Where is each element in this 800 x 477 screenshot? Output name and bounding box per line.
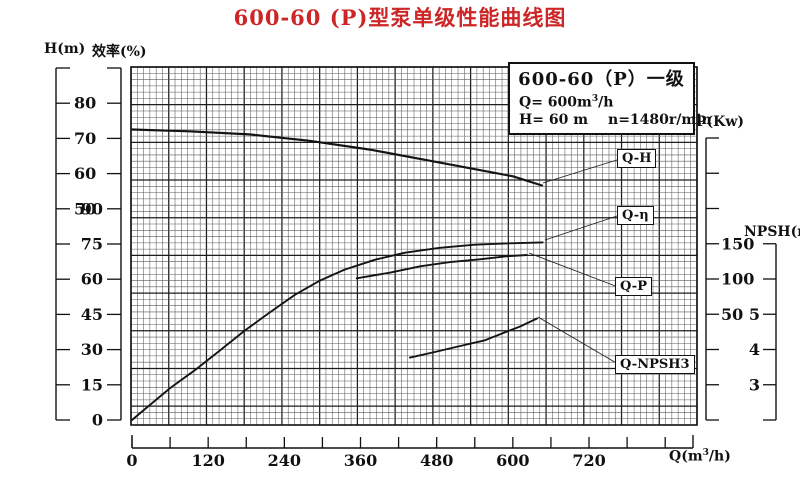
efficiency-axis-tick-label: 90: [81, 199, 103, 218]
q-axis-tick-label: 0: [126, 451, 137, 470]
leader-line: [537, 316, 619, 365]
q-axis-tick-label: 360: [344, 451, 377, 470]
efficiency-axis-tick-label: 60: [81, 270, 103, 289]
curve-label-q-h: Q-H: [617, 149, 657, 168]
curve-q-h: [130, 128, 544, 187]
power-axis-tick-label: 100: [721, 270, 754, 289]
efficiency-axis-tick-label: 15: [81, 375, 103, 394]
flow-axis-title: Q(m3/h): [669, 448, 731, 465]
power-axis-title: P(Kw): [696, 114, 744, 130]
legend-head-speed: H= 60 m n=1480r/min: [519, 111, 712, 128]
leader-line: [542, 158, 621, 184]
h-axis-title: H(m): [44, 41, 86, 57]
legend-box: 600-60（P）一级 Q= 600m3/h H= 60 m n=1480r/mi…: [508, 62, 712, 135]
legend-model: 600-60（P）一级: [518, 69, 685, 90]
npsh-axis-tick-label: 3: [749, 375, 760, 394]
efficiency-axis-tick-label: 30: [81, 340, 103, 359]
curve-q-npsh3: [409, 317, 538, 359]
h-axis-tick-label: 50: [74, 199, 96, 218]
q-axis-tick-label: 600: [496, 451, 529, 470]
q-axis-tick-label: 120: [191, 451, 224, 470]
h-axis-tick-label: 60: [74, 164, 96, 183]
power-axis-tick-label: 50: [721, 305, 743, 324]
page-title: 600-60 (P)型泵单级性能曲线图: [233, 5, 567, 30]
curve-q-p: [355, 254, 528, 280]
curve-label-q-npsh3: Q-NPSH3: [615, 355, 695, 374]
legend-flow: Q= 600m3/h: [519, 94, 614, 111]
h-axis-tick-label: 80: [74, 94, 96, 113]
q-axis-tick-label: 720: [572, 451, 605, 470]
plot-border: [130, 66, 698, 426]
npsh-axis-tick-label: 4: [749, 340, 760, 359]
h-axis-tick-label: 70: [74, 129, 96, 148]
leader-line: [544, 214, 621, 241]
efficiency-axis-tick-label: 0: [92, 411, 103, 430]
curve-label-q-eta: Q-η: [617, 206, 654, 225]
efficiency-axis-title: 效率(%): [92, 44, 147, 60]
efficiency-axis-tick-label: 75: [81, 235, 103, 254]
q-axis-tick-label: 240: [268, 451, 301, 470]
npsh-axis-tick-label: 5: [749, 305, 760, 324]
leader-line: [528, 252, 619, 288]
efficiency-axis-tick-label: 45: [81, 305, 103, 324]
npsh-axis-title: NPSH(m): [744, 224, 800, 240]
power-axis-tick-label: 150: [721, 234, 754, 253]
q-axis-tick-label: 480: [420, 451, 453, 470]
curve-q-: [131, 241, 544, 421]
curve-label-q-p: Q-P: [615, 277, 652, 296]
